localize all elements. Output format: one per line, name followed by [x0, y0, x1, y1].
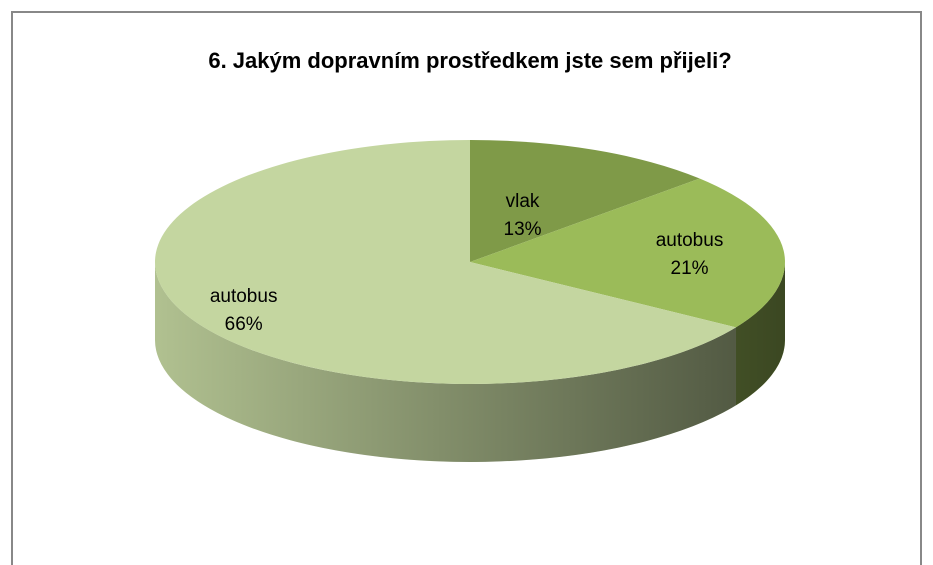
slice-category-label: vlak: [506, 191, 540, 212]
slice-value-label: 21%: [671, 258, 709, 279]
slice-category-label: autobus: [210, 286, 278, 307]
chart-title: 6. Jakým dopravním prostředkem jste sem …: [208, 48, 731, 73]
slice-value-label: 66%: [225, 314, 263, 335]
side-shading: [155, 262, 785, 462]
slice: [470, 140, 700, 262]
slice-value-label: 13%: [504, 219, 542, 240]
slice: [470, 178, 785, 328]
slice-category-label: autobus: [656, 230, 724, 251]
slice: [154, 139, 736, 385]
